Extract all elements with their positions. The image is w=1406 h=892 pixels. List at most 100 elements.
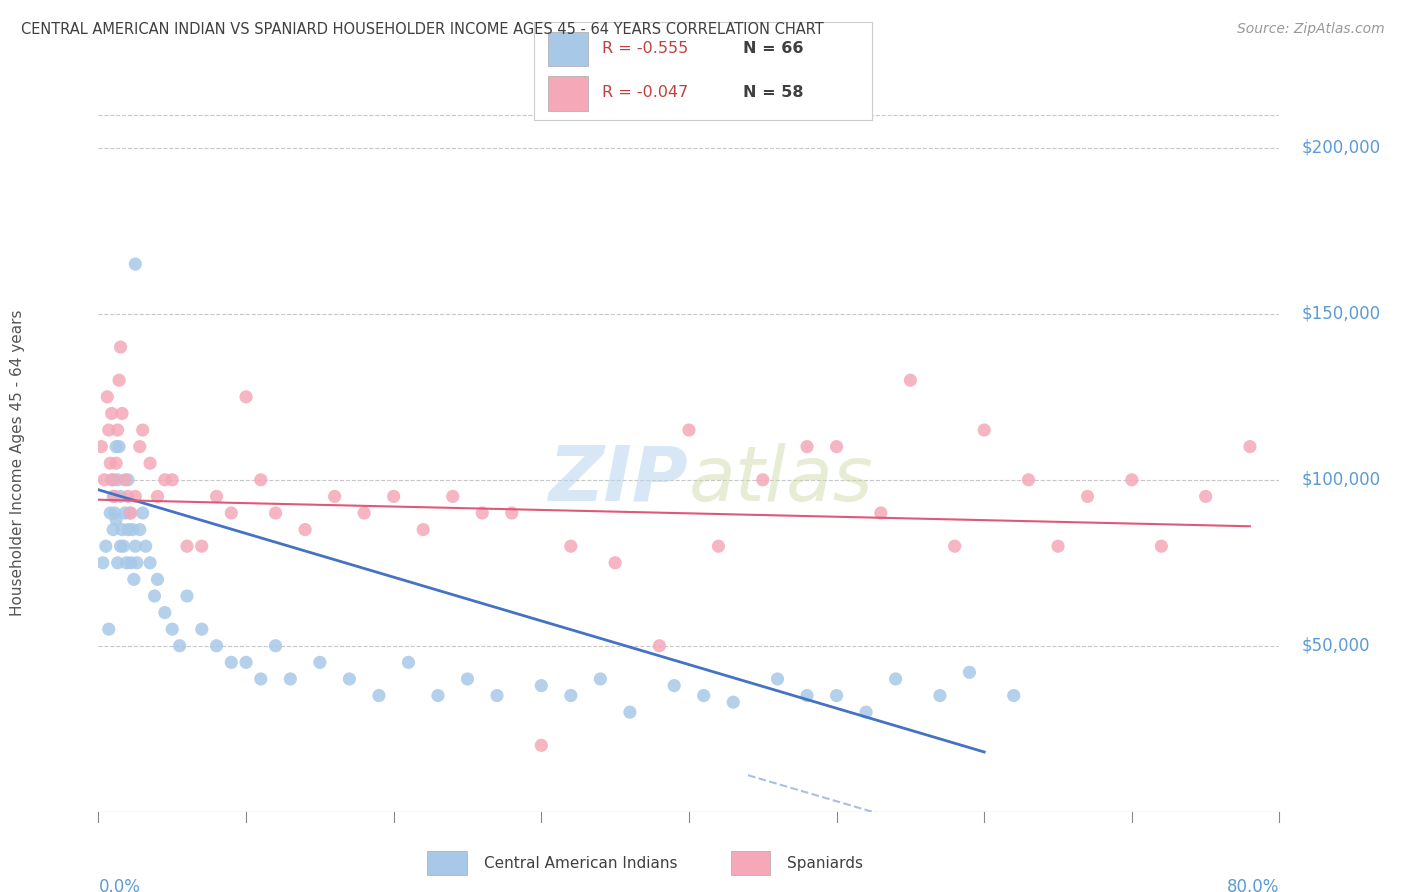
Point bbox=[250, 672, 273, 686]
Text: Central American Indians: Central American Indians bbox=[484, 855, 678, 871]
Point bbox=[143, 589, 166, 603]
Point bbox=[869, 506, 891, 520]
Text: Spaniards: Spaniards bbox=[787, 855, 863, 871]
Point bbox=[146, 490, 169, 504]
Text: $150,000: $150,000 bbox=[1302, 305, 1381, 323]
Point bbox=[117, 490, 139, 504]
Text: 0.0%: 0.0% bbox=[98, 878, 141, 892]
Point bbox=[117, 473, 139, 487]
Point bbox=[120, 506, 142, 520]
Point bbox=[107, 423, 129, 437]
Point bbox=[132, 506, 155, 520]
Text: $100,000: $100,000 bbox=[1302, 471, 1381, 489]
Text: R = -0.047: R = -0.047 bbox=[602, 86, 688, 101]
Point bbox=[723, 695, 745, 709]
Point bbox=[928, 689, 950, 703]
Point bbox=[1002, 689, 1025, 703]
Point bbox=[132, 423, 155, 437]
Point bbox=[664, 679, 686, 693]
Point bbox=[648, 639, 671, 653]
Point bbox=[103, 523, 125, 537]
Point bbox=[825, 440, 848, 454]
Text: Householder Income Ages 45 - 64 years: Householder Income Ages 45 - 64 years bbox=[10, 310, 25, 616]
Text: atlas: atlas bbox=[689, 442, 873, 516]
Point bbox=[943, 539, 966, 553]
Bar bbox=[427, 851, 467, 875]
Point bbox=[368, 689, 391, 703]
Point bbox=[294, 523, 316, 537]
Point bbox=[678, 423, 700, 437]
Point bbox=[693, 689, 716, 703]
Point bbox=[560, 539, 582, 553]
Point bbox=[100, 473, 122, 487]
Point bbox=[205, 490, 228, 504]
Point bbox=[90, 440, 112, 454]
Point bbox=[124, 539, 146, 553]
Point bbox=[124, 490, 146, 504]
Point bbox=[605, 556, 627, 570]
Point bbox=[855, 705, 877, 719]
Point bbox=[278, 672, 302, 686]
Point bbox=[120, 556, 142, 570]
Point bbox=[486, 689, 509, 703]
Point bbox=[125, 556, 148, 570]
Point bbox=[108, 373, 131, 387]
Point bbox=[560, 689, 582, 703]
Point bbox=[959, 665, 981, 680]
Text: N = 58: N = 58 bbox=[744, 86, 804, 101]
Point bbox=[427, 689, 450, 703]
Point bbox=[766, 672, 789, 686]
Point bbox=[501, 506, 523, 520]
Text: CENTRAL AMERICAN INDIAN VS SPANIARD HOUSEHOLDER INCOME AGES 45 - 64 YEARS CORREL: CENTRAL AMERICAN INDIAN VS SPANIARD HOUS… bbox=[21, 22, 824, 37]
Point bbox=[412, 523, 434, 537]
Point bbox=[107, 556, 129, 570]
Point bbox=[100, 406, 122, 420]
Point bbox=[111, 523, 134, 537]
Point bbox=[884, 672, 907, 686]
Bar bbox=[548, 32, 588, 67]
Point bbox=[1017, 473, 1039, 487]
Point bbox=[117, 523, 139, 537]
Point bbox=[112, 539, 135, 553]
Point bbox=[191, 622, 214, 636]
Text: N = 66: N = 66 bbox=[744, 41, 804, 56]
Point bbox=[441, 490, 464, 504]
Point bbox=[105, 456, 128, 470]
Point bbox=[124, 257, 146, 271]
Point bbox=[114, 473, 136, 487]
Point bbox=[105, 513, 128, 527]
Text: 80.0%: 80.0% bbox=[1227, 878, 1279, 892]
Point bbox=[96, 390, 118, 404]
Point bbox=[162, 622, 183, 636]
Point bbox=[530, 679, 553, 693]
Point bbox=[114, 506, 136, 520]
Point bbox=[103, 473, 125, 487]
Point bbox=[219, 506, 243, 520]
Point bbox=[471, 506, 494, 520]
Point bbox=[456, 672, 478, 686]
Point bbox=[973, 423, 995, 437]
Point bbox=[122, 573, 145, 587]
Point bbox=[110, 340, 132, 354]
Point bbox=[162, 473, 183, 487]
Point bbox=[91, 556, 114, 570]
Point bbox=[825, 689, 848, 703]
Text: $200,000: $200,000 bbox=[1302, 139, 1381, 157]
Point bbox=[619, 705, 641, 719]
Point bbox=[104, 490, 127, 504]
Point bbox=[1150, 539, 1173, 553]
Point bbox=[105, 440, 128, 454]
Point bbox=[353, 506, 375, 520]
Point bbox=[93, 473, 115, 487]
Point bbox=[107, 473, 129, 487]
Point bbox=[235, 656, 257, 670]
Point bbox=[796, 689, 818, 703]
Point bbox=[139, 456, 162, 470]
Point bbox=[396, 656, 419, 670]
Point bbox=[707, 539, 730, 553]
Point bbox=[205, 639, 228, 653]
Point bbox=[176, 589, 198, 603]
Point bbox=[751, 473, 773, 487]
Point bbox=[94, 539, 117, 553]
Point bbox=[97, 423, 120, 437]
